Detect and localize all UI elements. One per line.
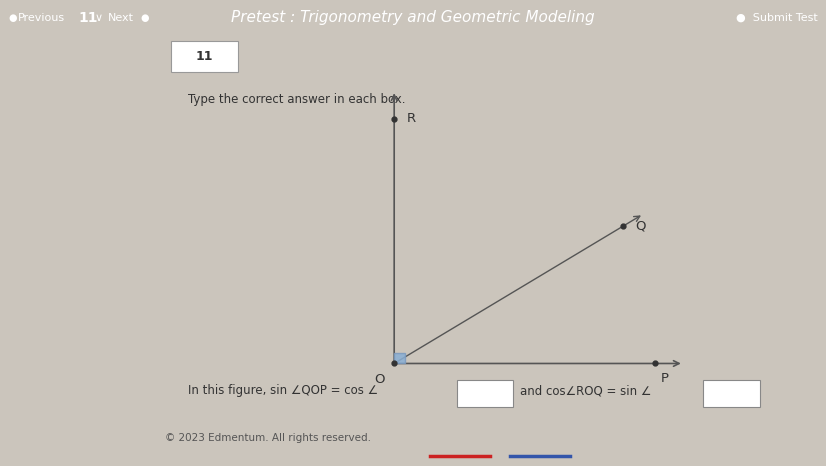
Text: Next: Next — [108, 13, 134, 23]
Text: Q: Q — [634, 220, 645, 233]
Text: Pretest : Trigonometry and Geometric Modeling: Pretest : Trigonometry and Geometric Mod… — [231, 10, 595, 26]
FancyBboxPatch shape — [457, 380, 514, 407]
FancyBboxPatch shape — [171, 41, 238, 72]
Text: 11: 11 — [196, 50, 213, 63]
Polygon shape — [394, 353, 405, 363]
Text: ∨: ∨ — [95, 13, 103, 23]
Text: ●: ● — [8, 13, 17, 23]
Text: O: O — [374, 373, 385, 386]
Text: Previous: Previous — [18, 13, 65, 23]
Text: P: P — [661, 372, 669, 384]
Text: ●: ● — [140, 13, 149, 23]
Text: © 2023 Edmentum. All rights reserved.: © 2023 Edmentum. All rights reserved. — [165, 433, 371, 443]
Text: Type the correct answer in each box.: Type the correct answer in each box. — [188, 93, 406, 106]
Text: and cos∠ROQ = sin ∠: and cos∠ROQ = sin ∠ — [520, 384, 652, 397]
Text: ●  Submit Test: ● Submit Test — [736, 13, 818, 23]
Text: In this figure, sin ∠QOP = cos ∠: In this figure, sin ∠QOP = cos ∠ — [188, 384, 377, 397]
Text: 11: 11 — [78, 11, 97, 25]
FancyBboxPatch shape — [703, 380, 760, 407]
Text: R: R — [406, 112, 415, 125]
